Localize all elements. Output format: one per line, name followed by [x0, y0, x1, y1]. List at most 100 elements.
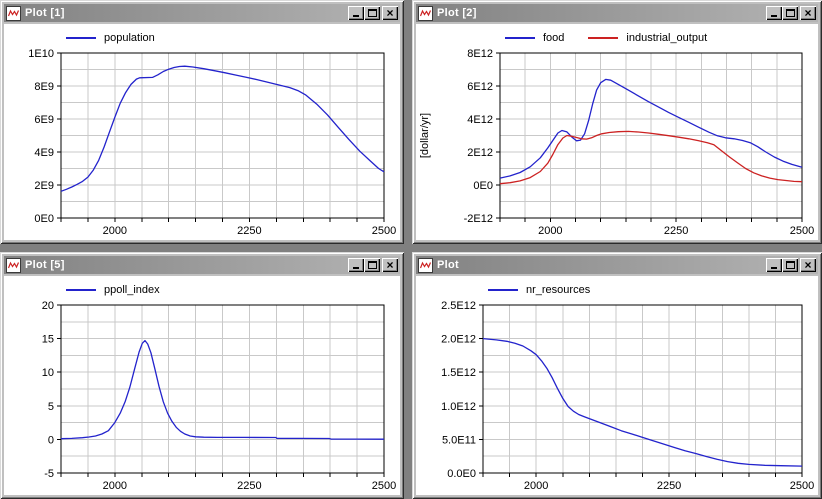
plot-curve-icon: [418, 5, 433, 21]
minimize-icon: [771, 267, 777, 269]
legend-line-swatch: [488, 289, 518, 291]
maximize-icon: [785, 261, 795, 269]
legend: food industrial_output: [416, 24, 818, 48]
svg-text:0E0: 0E0: [34, 213, 54, 225]
svg-text:0.0E0: 0.0E0: [447, 468, 476, 480]
svg-text:1.5E12: 1.5E12: [441, 367, 476, 379]
svg-text:1.0E12: 1.0E12: [441, 401, 476, 413]
svg-text:2E12: 2E12: [467, 147, 493, 159]
close-button[interactable]: ×: [382, 6, 398, 20]
svg-text:0E0: 0E0: [473, 180, 493, 192]
close-button[interactable]: ×: [800, 258, 816, 272]
titlebar[interactable]: Plot [5] ×: [4, 256, 400, 274]
svg-text:8E12: 8E12: [467, 48, 493, 60]
legend-item: food: [505, 32, 564, 44]
close-icon: ×: [386, 6, 394, 20]
minimize-icon: [353, 15, 359, 17]
svg-text:4E12: 4E12: [467, 114, 493, 126]
svg-text:2000: 2000: [103, 225, 127, 237]
plot-curve-icon: [6, 5, 21, 21]
legend-label: ppoll_index: [104, 284, 160, 296]
titlebar[interactable]: Plot [2] ×: [416, 4, 818, 22]
svg-text:-5: -5: [44, 468, 54, 480]
maximize-icon: [367, 261, 377, 269]
window-title: Plot [1]: [25, 7, 65, 19]
ppoll-index-line-chart[interactable]: 2000 2250 2500 20 15 10 5 0 -5: [4, 300, 400, 495]
svg-text:2000: 2000: [103, 480, 127, 492]
legend-label: food: [543, 32, 565, 44]
plot-window-2: Plot [2] × food industrial_output 2000 225…: [412, 0, 822, 244]
legend-item: ppoll_index: [66, 284, 160, 296]
plot-curve-icon: [418, 257, 433, 273]
minimize-button[interactable]: [348, 258, 364, 272]
svg-text:10: 10: [42, 367, 54, 379]
legend: nr_resources: [416, 276, 818, 300]
minimize-icon: [353, 267, 359, 269]
close-button[interactable]: ×: [382, 258, 398, 272]
maximize-button[interactable]: [782, 258, 798, 272]
legend-line-swatch: [505, 37, 535, 39]
minimize-button[interactable]: [348, 6, 364, 20]
legend-label: industrial_output: [626, 32, 708, 44]
svg-text:2000: 2000: [524, 480, 548, 492]
plot-window-untitled: Plot × nr_resources 2000 2250 2500 2.5E12 2.…: [412, 252, 822, 499]
titlebar[interactable]: Plot ×: [416, 256, 818, 274]
legend-line-swatch: [588, 37, 619, 39]
legend-label: population: [104, 32, 155, 44]
food-industrial-output-line-chart[interactable]: 2000 2250 2500 8E12 6E12 4E12 2E12 0E0 -2E12 [dol…: [416, 48, 818, 240]
legend: ppoll_index: [4, 276, 400, 300]
legend-item: population: [66, 32, 155, 44]
plot-client: ppoll_index 2000 2250 2500 20 15 10 5 0 -5: [4, 276, 400, 495]
svg-text:2250: 2250: [237, 225, 261, 237]
plot-client: nr_resources 2000 2250 2500 2.5E12 2.0E12 1.5…: [416, 276, 818, 495]
plot-client: food industrial_output 2000 2250 2500 8E12 6E…: [416, 24, 818, 240]
minimize-button[interactable]: [766, 258, 782, 272]
window-title: Plot [2]: [437, 7, 477, 19]
legend: population: [4, 24, 400, 48]
maximize-icon: [367, 9, 377, 17]
svg-text:2.5E12: 2.5E12: [441, 300, 476, 312]
svg-text:2000: 2000: [538, 225, 562, 237]
plot-client: population 2000 2250 2500 1E10 8E9 6E9 4E9 2E9 0…: [4, 24, 400, 240]
svg-text:-2E12: -2E12: [464, 213, 493, 225]
legend-item: nr_resources: [488, 284, 590, 296]
svg-text:5: 5: [48, 401, 54, 413]
svg-text:0: 0: [48, 434, 54, 446]
window-title: Plot: [437, 259, 459, 271]
svg-text:2.0E12: 2.0E12: [441, 334, 476, 346]
titlebar[interactable]: Plot [1] ×: [4, 4, 400, 22]
plot-window-5: Plot [5] × ppoll_index 2000 2250 2500 20 15 1…: [0, 252, 404, 499]
maximize-button[interactable]: [782, 6, 798, 20]
minimize-icon: [771, 15, 777, 17]
legend-label: nr_resources: [526, 284, 591, 296]
svg-text:2500: 2500: [372, 480, 396, 492]
svg-text:5.0E11: 5.0E11: [442, 434, 476, 446]
svg-text:[dollar/yr]: [dollar/yr]: [419, 113, 431, 158]
svg-text:6E12: 6E12: [467, 81, 493, 93]
svg-text:1E10: 1E10: [28, 48, 54, 60]
svg-text:2E9: 2E9: [34, 180, 54, 192]
svg-text:2250: 2250: [664, 225, 688, 237]
window-controls: ×: [348, 6, 398, 20]
legend-line-swatch: [66, 37, 96, 39]
minimize-button[interactable]: [766, 6, 782, 20]
svg-text:2500: 2500: [790, 225, 814, 237]
legend-item: industrial_output: [588, 32, 707, 44]
plot-curve-icon: [6, 257, 21, 273]
nr-resources-line-chart[interactable]: 2000 2250 2500 2.5E12 2.0E12 1.5E12 1.0E12 5.0E…: [416, 300, 818, 495]
close-icon: ×: [386, 258, 394, 272]
svg-text:6E9: 6E9: [34, 114, 54, 126]
svg-text:15: 15: [42, 334, 54, 346]
svg-text:20: 20: [42, 300, 54, 312]
maximize-button[interactable]: [364, 6, 380, 20]
svg-text:4E9: 4E9: [34, 147, 54, 159]
svg-text:8E9: 8E9: [34, 81, 54, 93]
population-line-chart[interactable]: 2000 2250 2500 1E10 8E9 6E9 4E9 2E9 0E0: [4, 48, 400, 240]
window-controls: ×: [766, 6, 816, 20]
window-title: Plot [5]: [25, 259, 65, 271]
window-controls: ×: [348, 258, 398, 272]
maximize-button[interactable]: [364, 258, 380, 272]
svg-text:2500: 2500: [790, 480, 814, 492]
close-icon: ×: [804, 258, 812, 272]
close-button[interactable]: ×: [800, 6, 816, 20]
